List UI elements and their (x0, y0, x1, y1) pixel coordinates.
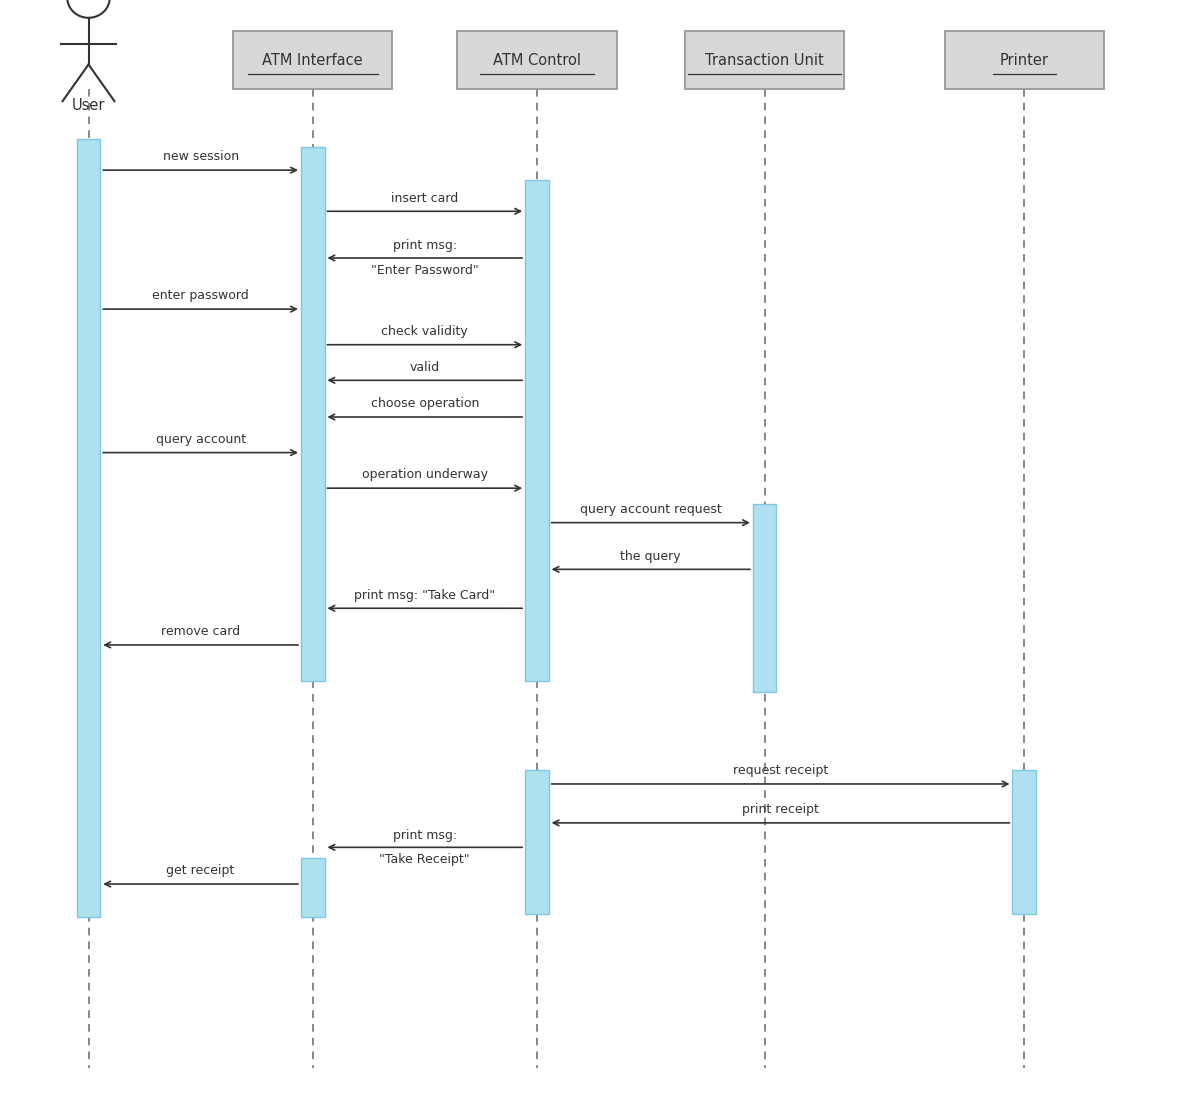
Circle shape (67, 0, 110, 18)
Text: "Enter Password": "Enter Password" (371, 264, 479, 277)
FancyBboxPatch shape (753, 504, 776, 692)
Text: enter password: enter password (152, 289, 249, 302)
Text: the query: the query (621, 549, 681, 563)
Text: ATM Interface: ATM Interface (262, 52, 363, 68)
Text: print msg: "Take Card": print msg: "Take Card" (354, 588, 496, 602)
FancyBboxPatch shape (458, 31, 616, 89)
Text: new session: new session (163, 150, 238, 163)
FancyBboxPatch shape (944, 31, 1104, 89)
Text: query account request: query account request (579, 503, 722, 516)
Text: get receipt: get receipt (166, 864, 235, 877)
Text: print receipt: print receipt (742, 803, 819, 816)
FancyBboxPatch shape (1012, 770, 1036, 914)
Text: valid: valid (409, 360, 440, 374)
Text: print msg:: print msg: (393, 828, 457, 842)
Text: "Take Receipt": "Take Receipt" (380, 853, 470, 866)
Text: remove card: remove card (160, 625, 241, 638)
Text: check validity: check validity (381, 325, 468, 338)
Text: operation underway: operation underway (362, 468, 487, 481)
FancyBboxPatch shape (684, 31, 845, 89)
FancyBboxPatch shape (77, 139, 100, 917)
Text: ATM Control: ATM Control (493, 52, 581, 68)
Text: Printer: Printer (999, 52, 1049, 68)
FancyBboxPatch shape (525, 770, 549, 914)
Text: User: User (72, 98, 105, 112)
FancyBboxPatch shape (301, 147, 324, 681)
FancyBboxPatch shape (234, 31, 392, 89)
FancyBboxPatch shape (525, 180, 549, 681)
Text: print msg:: print msg: (393, 239, 457, 252)
FancyBboxPatch shape (301, 858, 324, 917)
Text: Transaction Unit: Transaction Unit (706, 52, 824, 68)
Text: choose operation: choose operation (371, 397, 479, 410)
Text: request receipt: request receipt (733, 764, 828, 777)
Text: query account: query account (156, 433, 245, 446)
Text: insert card: insert card (392, 191, 458, 205)
